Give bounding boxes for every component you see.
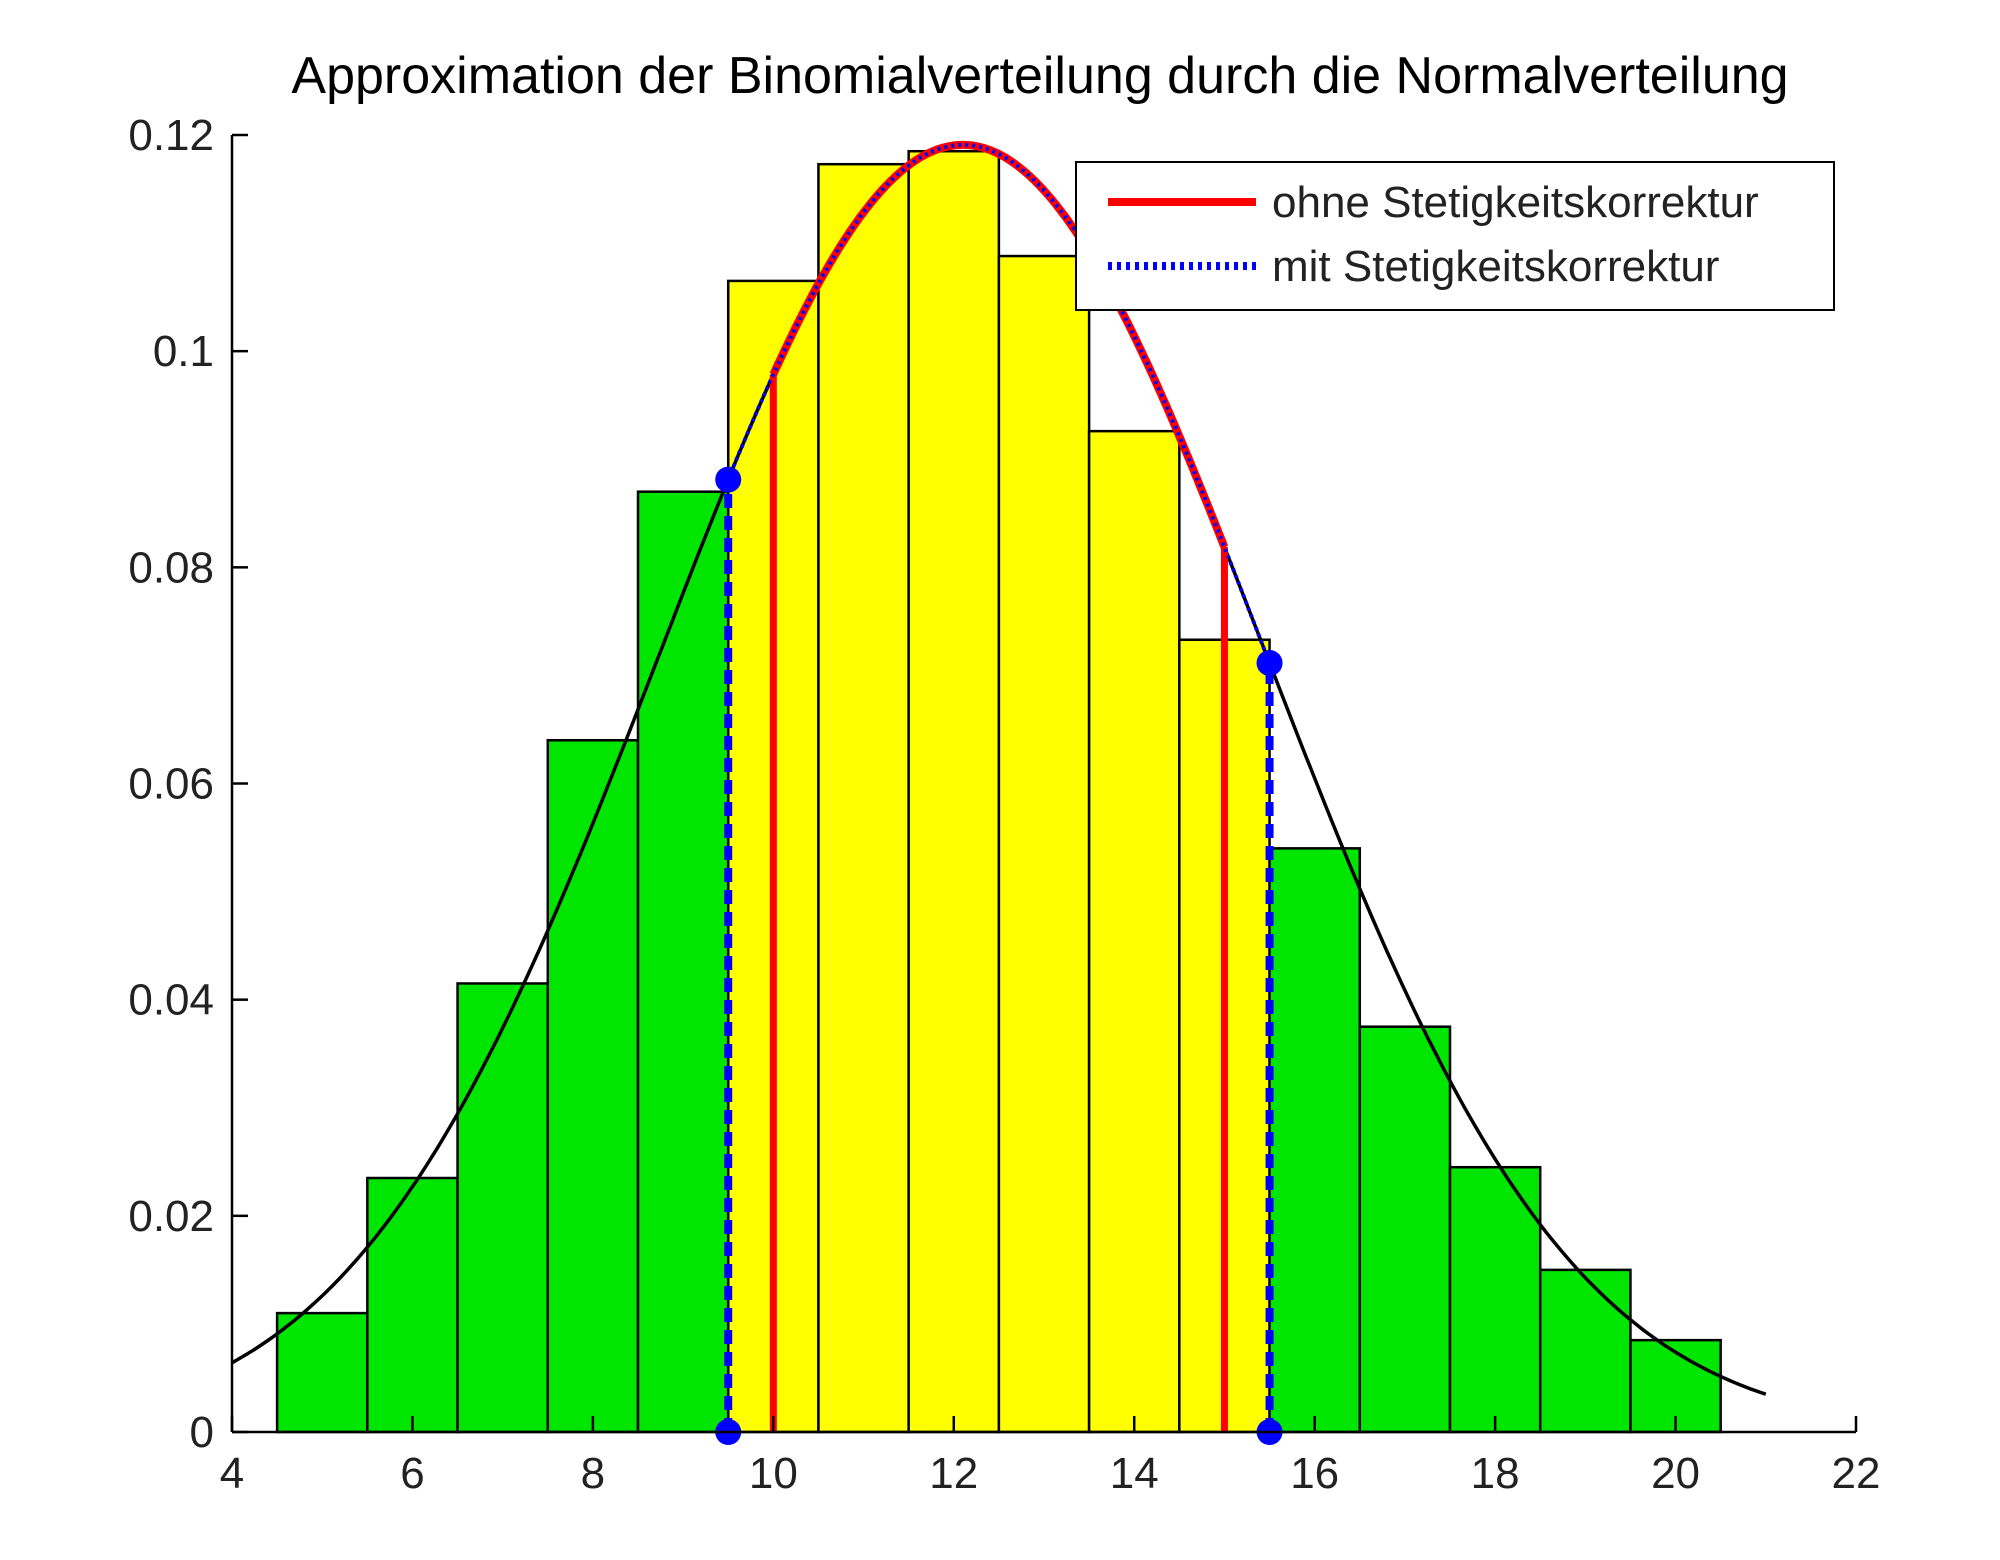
- plot-area: [231, 140, 1767, 1445]
- bar-13: [997, 254, 1091, 1434]
- series-mit-left-marker-top: [715, 466, 742, 493]
- bar-8: [546, 739, 640, 1434]
- y-tick-label-0.1: 0.1: [153, 327, 214, 376]
- bar-16: [1268, 847, 1362, 1434]
- y-tick-label-0.04: 0.04: [128, 976, 214, 1025]
- y-tick-label-0.02: 0.02: [128, 1192, 214, 1241]
- bar-18: [1448, 1165, 1542, 1434]
- x-tick-label-6: 6: [400, 1449, 424, 1498]
- bar-9: [636, 490, 730, 1434]
- legend: ohne Stetigkeitskorrektur mit Stetigkeit…: [1075, 161, 1835, 311]
- bar-11: [817, 162, 910, 1434]
- chart-title: Approximation der Binomialverteilung dur…: [291, 47, 1788, 105]
- series-mit-curve: [726, 142, 1272, 664]
- x-tick-label-10: 10: [749, 1449, 798, 1498]
- series-mit-right-marker-top: [1256, 649, 1283, 676]
- x-tick-label-16: 16: [1290, 1449, 1339, 1498]
- y-tick-label-0.08: 0.08: [128, 543, 214, 592]
- x-tick-label-14: 14: [1110, 1449, 1159, 1498]
- bar-19: [1538, 1268, 1632, 1434]
- y-tick-label-0.12: 0.12: [128, 111, 214, 160]
- bar-12: [907, 149, 1001, 1434]
- legend-box: [1075, 161, 1835, 311]
- x-tick-label-22: 22: [1832, 1449, 1881, 1498]
- bar-14: [1087, 429, 1181, 1434]
- x-tick-label-4: 4: [220, 1449, 244, 1498]
- legend-label-ohne: ohne Stetigkeitskorrektur: [1272, 178, 1759, 227]
- y-tick-label-0: 0: [190, 1408, 214, 1457]
- legend-label-mit: mit Stetigkeitskorrektur: [1272, 242, 1719, 291]
- x-tick-label-18: 18: [1471, 1449, 1520, 1498]
- bar-17: [1358, 1025, 1452, 1434]
- bar-6: [366, 1176, 459, 1434]
- y-tick-label-0.06: 0.06: [128, 760, 214, 809]
- axes: 4 6 8 10 12 14 16 18 20 22 0 0.02 0.04 0.06 0.08 0.1 0.1…: [128, 111, 1880, 1498]
- x-tick-label-8: 8: [581, 1449, 605, 1498]
- x-tick-label-20: 20: [1651, 1449, 1700, 1498]
- bar-5: [275, 1311, 369, 1434]
- x-tick-label-12: 12: [929, 1449, 978, 1498]
- bar-7: [456, 982, 550, 1434]
